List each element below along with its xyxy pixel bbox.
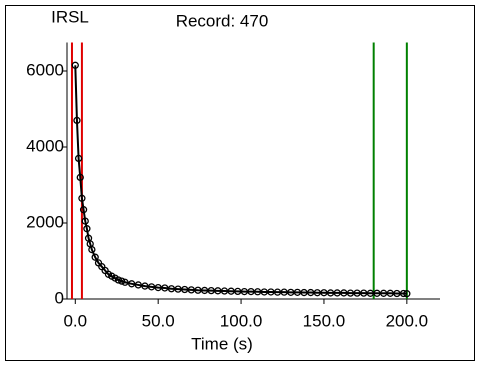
data-point	[114, 276, 123, 284]
data-point	[174, 285, 182, 293]
data-point	[128, 280, 136, 288]
chart-title: Record: 470	[176, 11, 269, 30]
data-point	[91, 253, 99, 261]
x-axis-label: Time (s)	[191, 334, 253, 353]
y-tick-label: 2000	[26, 212, 64, 231]
data-point	[83, 225, 91, 233]
data-point	[181, 285, 189, 294]
data-point	[88, 245, 96, 254]
x-tick-label: 50.0	[142, 311, 175, 330]
data-point	[118, 277, 126, 285]
data-point	[167, 285, 176, 293]
data-point	[121, 278, 129, 286]
y-tick-label: 4000	[26, 136, 64, 155]
data-point	[399, 289, 408, 298]
chart-subtitle: IRSL	[51, 7, 89, 26]
data-point	[79, 206, 88, 214]
data-point	[76, 173, 84, 182]
data-point	[141, 282, 149, 290]
data-point	[81, 217, 89, 225]
x-tick-label: 200.0	[386, 311, 429, 330]
frame	[5, 5, 475, 361]
x-tick-label: 150.0	[303, 311, 346, 330]
x-tick-label: 100.0	[220, 311, 263, 330]
data-point	[154, 283, 162, 292]
data-point	[147, 283, 156, 291]
data-point	[134, 281, 142, 289]
data-point	[74, 154, 83, 163]
y-tick-label: 6000	[26, 60, 64, 79]
y-tick-label: 0	[55, 288, 64, 307]
data-point	[73, 116, 81, 125]
data-point	[78, 194, 86, 202]
data-point	[403, 290, 411, 298]
x-tick-label: 0.0	[63, 311, 87, 330]
data-point	[161, 284, 169, 292]
data-point	[187, 286, 195, 294]
data-point	[71, 61, 79, 69]
